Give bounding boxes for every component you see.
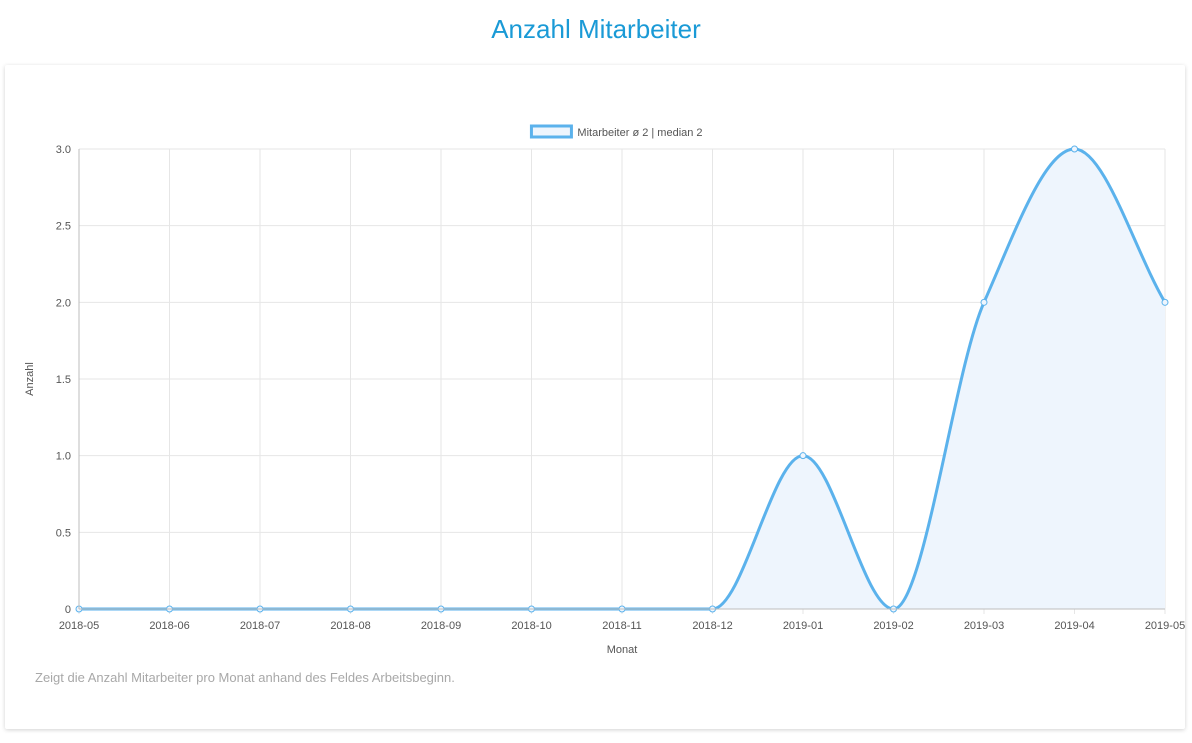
legend-swatch[interactable] <box>529 124 573 139</box>
x-axis-label: Monat <box>607 644 638 656</box>
x-tick-label: 2019-01 <box>783 620 823 632</box>
x-tick-label: 2019-05 <box>1145 620 1185 632</box>
legend-label[interactable]: Mitarbeiter ø 2 | median 2 <box>577 127 702 139</box>
y-axis-label: Anzahl <box>24 362 36 396</box>
x-tick-label: 2018-07 <box>240 620 280 632</box>
line-chart: 0 0.5 1.0 1.5 2.0 2.5 3.0 2018-05 2018-06 2018-07… <box>24 124 1185 656</box>
chart-description: Zeigt die Anzahl Mitarbeiter pro Monat a… <box>35 670 455 685</box>
x-tick-label: 2018-11 <box>602 620 642 632</box>
x-tick-label: 2018-08 <box>330 620 370 632</box>
axes: 0 0.5 1.0 1.5 2.0 2.5 3.0 2018-05 2018-06 2018-07… <box>24 144 1185 656</box>
page-title: Anzahl Mitarbeiter <box>491 14 701 44</box>
y-tick-label: 2.0 <box>56 297 71 309</box>
data-point[interactable] <box>980 298 988 306</box>
y-tick-label: 0.5 <box>56 527 71 539</box>
x-tick-label: 2019-04 <box>1054 620 1094 632</box>
data-point[interactable] <box>1161 298 1169 306</box>
x-tick-label: 2019-03 <box>964 620 1004 632</box>
y-tick-label: 2.5 <box>56 221 71 233</box>
chart-card: 0 0.5 1.0 1.5 2.0 2.5 3.0 2018-05 2018-06 2018-07… <box>5 65 1185 729</box>
data-point[interactable] <box>799 452 807 460</box>
y-tick-label: 1.0 <box>56 451 71 463</box>
y-tick-label: 1.5 <box>56 374 71 386</box>
legend[interactable]: Mitarbeiter ø 2 | median 2 <box>529 124 703 139</box>
x-tick-label: 2019-02 <box>873 620 913 632</box>
x-tick-label: 2018-05 <box>59 620 99 632</box>
y-tick-label: 3.0 <box>56 144 71 156</box>
x-tick-label: 2018-10 <box>511 620 551 632</box>
x-tick-label: 2018-06 <box>149 620 189 632</box>
y-tick-label: 0 <box>65 604 71 616</box>
x-tick-label: 2018-09 <box>421 620 461 632</box>
x-tick-label: 2018-12 <box>692 620 732 632</box>
series-area <box>79 149 1165 609</box>
area-layer <box>79 149 1165 609</box>
data-point[interactable] <box>1071 145 1078 153</box>
